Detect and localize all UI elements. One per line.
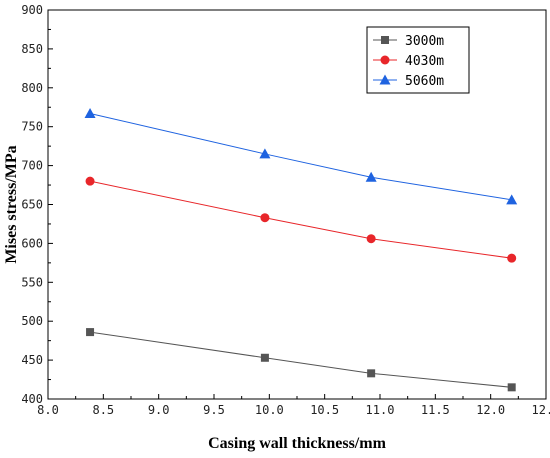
x-axis-title: Casing wall thickness/mm [208,435,386,452]
data-point [507,383,516,392]
y-tick-label: 900 [21,3,43,17]
x-tick-label: 10.0 [255,403,284,417]
series-line [89,331,512,388]
data-point [367,369,376,378]
y-tick-label: 550 [21,275,43,289]
data-point [259,148,271,159]
data-point [366,234,376,244]
series-line [89,180,512,259]
data-point [365,171,377,182]
y-tick-label: 400 [21,392,43,406]
legend-label: 3000m [405,34,444,49]
series-line [89,112,512,201]
series-layer [84,107,518,392]
x-tick-label: 11.0 [366,403,395,417]
y-tick-label: 750 [21,120,43,134]
y-tick-label: 850 [21,42,43,56]
data-point [85,176,95,186]
y-tick-label: 800 [21,81,43,95]
y-tick-label: 600 [21,236,43,250]
y-axis: 400 450 500 550 600 650 700 750 800 850 900 [21,3,53,406]
plot-border [47,9,547,400]
x-tick-label: 12.5 [532,403,550,417]
legend-marker [380,55,390,65]
x-tick-label: 9.5 [203,403,225,417]
x-axis: 8.0 8.5 9.0 9.5 10.0 10.5 11.0 11.5 12.0 12.5 [37,394,550,417]
legend-label: 5060m [405,74,444,89]
plot-frame [47,9,547,400]
data-point [506,194,518,205]
series-1 [85,176,517,263]
x-tick-label: 9.0 [148,403,170,417]
y-tick-label: 450 [21,353,43,367]
x-tick-label: 10.5 [310,403,339,417]
series-0 [86,328,516,392]
y-tick-label: 700 [21,159,43,173]
x-tick-label: 8.5 [92,403,114,417]
legend-marker [381,36,389,44]
series-2 [84,107,518,205]
x-tick-label: 8.0 [37,403,59,417]
legend: 3000m 4030m 5060m [366,26,470,94]
data-point [84,107,96,118]
data-point [260,213,270,223]
x-tick-label: 12.0 [476,403,505,417]
data-point [86,328,95,337]
y-tick-label: 500 [21,314,43,328]
data-point [260,353,269,362]
data-point [507,253,517,263]
y-axis-title: Mises stress/MPa [3,145,20,263]
legend-marker [379,74,391,85]
legend-label: 4030m [405,54,444,69]
y-tick-label: 650 [21,198,43,212]
x-tick-label: 11.5 [421,403,450,417]
